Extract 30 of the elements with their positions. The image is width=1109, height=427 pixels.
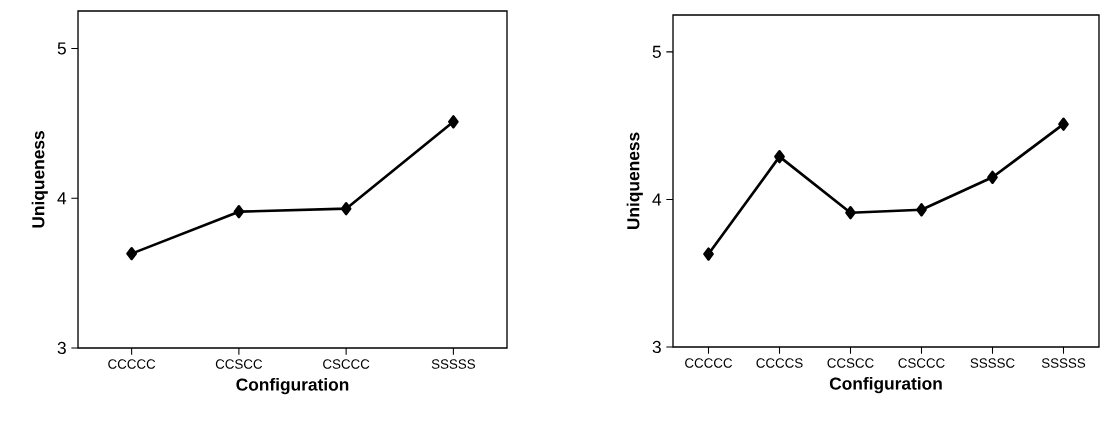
x-tick-label: SSSSS [431, 359, 475, 369]
x-tick-label: SSSSS [1041, 358, 1086, 368]
point [845, 206, 856, 220]
point [774, 149, 785, 164]
x-tick-label: SSSSC [970, 358, 1015, 368]
y-tick-label: 5 [652, 45, 661, 58]
x-axis-title: Configuration [236, 377, 349, 395]
y-tick-label: 4 [57, 192, 67, 205]
x-tick-label: CCCCS [756, 358, 803, 368]
x-tick-label: CCCCC [108, 359, 156, 369]
y-tick-label: 3 [57, 341, 66, 355]
x-axis-title: Configuration [829, 376, 942, 394]
y-axis-title: Uniqueness [626, 132, 643, 230]
y-tick-label: 5 [57, 42, 66, 55]
y-tick-label: 3 [652, 340, 661, 354]
point [126, 246, 137, 261]
y-tick-label: 4 [652, 193, 662, 206]
point [916, 203, 927, 217]
x-tick-label: CSCCC [323, 359, 370, 369]
x-tick-label: CCCCC [685, 358, 733, 368]
x-tick-label: CSCCC [898, 358, 945, 368]
y-axis-title: Uniqueness [31, 131, 48, 228]
point [703, 247, 714, 261]
point [340, 202, 352, 216]
x-tick-label: CCSCC [827, 358, 874, 368]
point [448, 115, 459, 129]
point [1058, 117, 1069, 131]
point [233, 205, 245, 219]
x-tick-label: CCSCC [215, 359, 263, 369]
point [987, 170, 998, 184]
